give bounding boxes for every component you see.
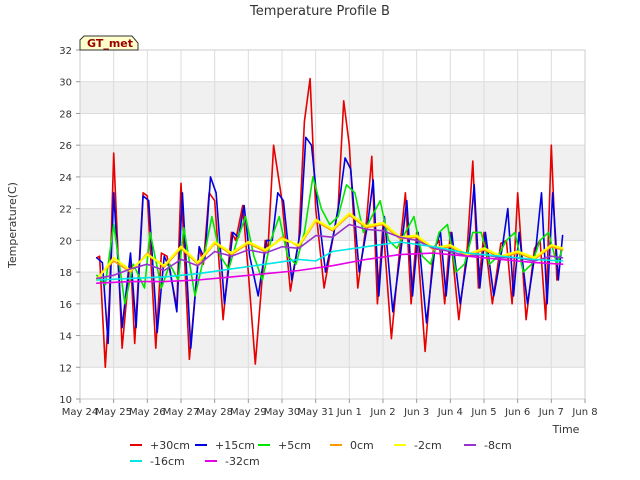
plot-band <box>80 335 585 368</box>
x-tick-label: May 29 <box>230 407 267 418</box>
legend-label: +15cm <box>215 439 255 452</box>
x-tick-label: Jun 7 <box>538 407 564 418</box>
series-layer <box>95 77 564 369</box>
legend-item: -2cm <box>394 439 442 452</box>
series-line-30cm <box>96 77 558 369</box>
chart-title: Temperature Profile B <box>249 4 390 19</box>
legend-item: -16cm <box>130 455 185 468</box>
y-tick-label: 14 <box>59 332 72 343</box>
legend-label: +30cm <box>150 439 190 452</box>
legend-item: 0cm <box>330 439 374 452</box>
series-line-16cm <box>96 241 564 281</box>
x-tick-label: May 25 <box>95 407 132 418</box>
legend-label: +5cm <box>278 439 311 452</box>
legend-item: -32cm <box>205 455 260 468</box>
x-axis-label: Time <box>552 423 580 436</box>
x-tick-label: Jun 3 <box>403 407 429 418</box>
x-tick-label: Jun 5 <box>470 407 496 418</box>
plot-band <box>80 81 585 114</box>
x-tick-label: May 28 <box>196 407 233 418</box>
y-tick-label: 32 <box>59 46 72 57</box>
y-tick-label: 24 <box>59 173 72 184</box>
site-badge-label: GT_met <box>87 37 133 50</box>
x-tick-label: Jun 2 <box>369 407 395 418</box>
x-tick-label: Jun 8 <box>571 407 597 418</box>
legend: +30cm +15cm +5cm 0cm -2cm -8cm -16cm -32cm <box>130 439 512 468</box>
site-badge: GT_met <box>79 35 139 51</box>
y-tick-label: 18 <box>59 268 72 279</box>
y-tick-label: 30 <box>59 78 72 89</box>
legend-item: -8cm <box>464 439 512 452</box>
legend-label: 0cm <box>350 439 374 452</box>
x-tick-label: May 31 <box>297 407 334 418</box>
plot-band <box>80 145 585 177</box>
plot-frame <box>79 49 586 400</box>
series-line-32cm <box>96 252 564 285</box>
legend-item: +15cm <box>195 439 255 452</box>
plot-band <box>80 208 585 241</box>
y-axis-label: Temperature(C) <box>6 182 19 269</box>
y-axis-ticks: 10 12 14 16 18 20 22 24 26 28 30 32 <box>59 46 80 406</box>
legend-label: -32cm <box>225 455 260 468</box>
x-tick-label: Jun 4 <box>437 407 463 418</box>
x-tick-label: May 27 <box>163 407 200 418</box>
y-tick-label: 22 <box>59 205 72 216</box>
legend-label: -8cm <box>484 439 512 452</box>
legend-label: -2cm <box>414 439 442 452</box>
y-tick-label: 16 <box>59 300 72 311</box>
y-tick-label: 26 <box>59 141 72 152</box>
plot-bands <box>80 81 585 368</box>
y-tick-label: 10 <box>59 395 72 406</box>
x-tick-label: May 24 <box>62 407 99 418</box>
series-line-2cm <box>95 212 564 282</box>
x-tick-label: Jun 6 <box>504 407 530 418</box>
x-tick-label: Jun 1 <box>336 407 362 418</box>
legend-label: -16cm <box>150 455 185 468</box>
x-tick-label: May 26 <box>129 407 166 418</box>
series-line-15cm <box>96 136 564 350</box>
legend-item: +5cm <box>258 439 311 452</box>
x-tick-label: May 30 <box>264 407 301 418</box>
y-tick-label: 28 <box>59 109 72 120</box>
y-tick-label: 20 <box>59 236 72 247</box>
y-tick-label: 12 <box>59 363 72 374</box>
legend-item: +30cm <box>130 439 190 452</box>
